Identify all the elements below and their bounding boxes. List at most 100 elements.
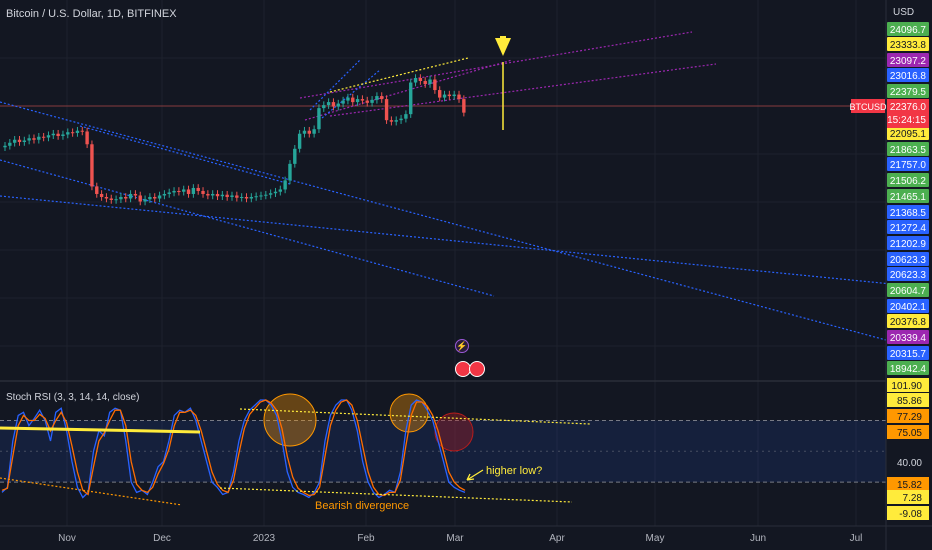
currency-label: USD xyxy=(893,7,915,18)
trendlines xyxy=(0,31,932,341)
candle-body xyxy=(46,135,51,138)
price-label-tag xyxy=(887,84,929,98)
candle-body xyxy=(128,193,133,199)
candle-body xyxy=(317,108,321,130)
price-label-text: 20315.7 xyxy=(890,349,927,360)
price-label-tag xyxy=(887,252,929,266)
candle-body xyxy=(12,139,17,143)
candle-body xyxy=(312,129,316,134)
stoch-label-tag xyxy=(887,477,929,491)
candle-body xyxy=(326,102,331,106)
candle-body xyxy=(365,100,369,103)
price-label-tag xyxy=(887,22,929,36)
trendline xyxy=(321,69,381,119)
candle-body xyxy=(370,99,374,103)
candle-body xyxy=(442,94,447,98)
candle-body xyxy=(355,99,360,103)
time-tick-label: Jun xyxy=(750,533,766,544)
candle-body xyxy=(438,90,442,98)
candle-body xyxy=(206,193,210,196)
candle-body xyxy=(225,194,229,197)
price-label-tag xyxy=(887,346,929,360)
us-flag-event-icon[interactable] xyxy=(469,361,485,377)
symbol-text: BTCUSD xyxy=(849,102,887,112)
price-label-text: 21465.1 xyxy=(890,192,927,203)
stoch-label-tag xyxy=(887,378,929,392)
candle-body xyxy=(70,132,75,134)
candle-body xyxy=(99,193,104,197)
candle-body xyxy=(17,139,22,143)
price-label-tag xyxy=(887,299,929,313)
candle-body xyxy=(360,99,365,101)
price-label-tag xyxy=(887,173,929,187)
price-label-text: 23333.8 xyxy=(890,40,927,51)
candle-body xyxy=(114,199,118,201)
candle-body xyxy=(399,118,403,121)
time-scale[interactable]: Nov Dec 2023 Feb Mar Apr May Jun Jul xyxy=(0,525,932,544)
candle-body xyxy=(215,193,220,197)
candle-body xyxy=(56,133,60,136)
candle-body xyxy=(254,196,258,198)
price-label-tag xyxy=(887,189,929,203)
candle-body xyxy=(66,132,70,135)
price-label-tag xyxy=(887,142,929,156)
highlight-circle xyxy=(263,393,317,447)
price-label-text: 23016.8 xyxy=(890,71,927,82)
trendline xyxy=(0,159,495,297)
down-arrow-icon xyxy=(500,36,506,40)
candle-body xyxy=(244,196,249,199)
stoch-label-tag xyxy=(887,506,929,520)
candle-body xyxy=(351,97,355,103)
candle-body xyxy=(41,136,46,138)
price-label-text: 20402.1 xyxy=(890,302,927,313)
price-label-text: 21757.0 xyxy=(890,160,927,171)
time-tick-label: Feb xyxy=(357,533,375,544)
candle-body xyxy=(322,105,326,109)
candle-body xyxy=(462,99,466,113)
candle-body xyxy=(259,195,263,197)
symbol-tag xyxy=(851,99,885,113)
candle-body xyxy=(172,190,176,193)
lightning-event-icon[interactable]: ⚡ xyxy=(455,339,469,353)
stoch-label-text: 85.86 xyxy=(897,396,922,407)
candle-body xyxy=(452,94,456,97)
trendline xyxy=(79,125,291,185)
time-tick-label: Mar xyxy=(446,533,464,544)
candle-body xyxy=(341,100,345,104)
trendline xyxy=(219,487,573,503)
stoch-label-tag xyxy=(887,490,929,504)
time-tick-label: Dec xyxy=(153,533,171,544)
bearish-divergence-label: Bearish divergence xyxy=(315,500,409,512)
stoch-label-text: 75.05 xyxy=(897,428,922,439)
stoch-label-text: 101.90 xyxy=(891,381,922,392)
highlight-circle xyxy=(434,412,474,452)
candle-body xyxy=(336,103,340,107)
price-scale[interactable]: 24096.7 23333.8 23097.2 23016.8 22379.5 22095… xyxy=(849,0,932,550)
price-label-tag xyxy=(887,220,929,234)
time-tick-label: 2023 xyxy=(253,533,276,544)
trendline xyxy=(299,31,693,99)
stoch-label-text: -9.08 xyxy=(899,509,922,520)
price-label-text: 23097.2 xyxy=(890,56,927,67)
grid-lines xyxy=(0,0,886,526)
candle-body xyxy=(413,78,418,83)
candle-body xyxy=(3,145,7,148)
higher-low-label: higher low? xyxy=(486,465,542,477)
candle-body xyxy=(162,193,167,196)
price-label-tag xyxy=(887,53,929,67)
price-label-tag xyxy=(887,283,929,297)
price-label-text: 21506.2 xyxy=(890,176,927,187)
candle-body xyxy=(307,130,311,134)
candle-body xyxy=(95,186,99,194)
candle-body xyxy=(27,138,31,141)
price-label-tag xyxy=(887,157,929,171)
price-label-tag xyxy=(887,236,929,250)
candle-body xyxy=(109,198,113,200)
indicator-title[interactable]: Stoch RSI (3, 3, 14, 14, close) xyxy=(6,392,140,403)
arrow-icon xyxy=(466,469,484,481)
candle-body xyxy=(239,196,244,198)
stoch-label-text: 15.82 xyxy=(897,480,922,491)
candle-body xyxy=(186,189,191,194)
trendline xyxy=(329,57,469,93)
